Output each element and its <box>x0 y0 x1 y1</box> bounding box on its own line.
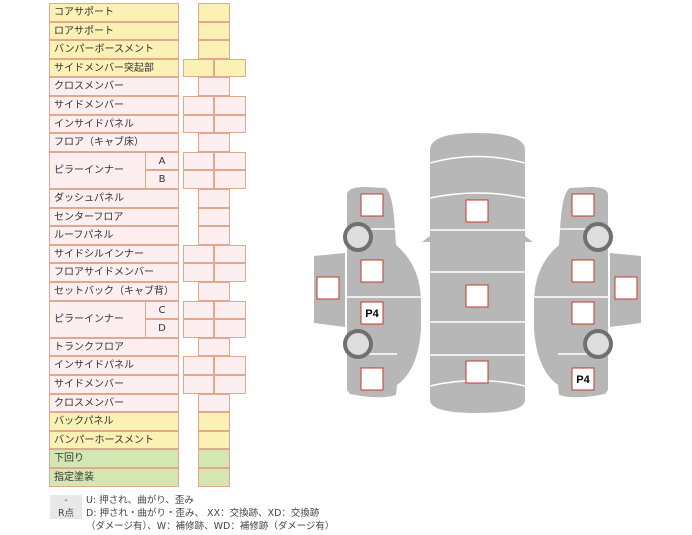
legend-item: （ダメージ有）、W：補修跡、WD：補修跡（ダメージ有） <box>50 518 334 532</box>
rating-cell[interactable] <box>214 356 246 375</box>
damage-mark[interactable] <box>465 360 489 384</box>
rating-cell[interactable] <box>183 114 214 134</box>
rating-cell[interactable] <box>214 114 246 134</box>
part-label: サイドメンバー突起部 <box>49 58 179 78</box>
damage-mark[interactable]: P4 <box>571 367 595 391</box>
rating-cell[interactable] <box>198 21 230 41</box>
part-label: バンパーボースメント <box>49 40 179 59</box>
part-label: トランクフロア <box>49 337 179 357</box>
part-label: セットバック（キャブ背） <box>49 282 179 301</box>
mark-label: P4 <box>576 374 590 386</box>
legend-key: R点 <box>50 505 82 519</box>
rating-cell[interactable] <box>214 263 246 282</box>
rating-cell[interactable] <box>214 58 246 78</box>
part-label: インサイドパネル <box>49 356 179 375</box>
wheels <box>343 222 613 359</box>
rating-cell[interactable] <box>214 151 246 171</box>
rating-cell[interactable] <box>183 356 214 375</box>
part-label: ルーフパネル <box>49 226 179 245</box>
pillar-sub-label: C <box>145 300 179 320</box>
legend-key: - <box>50 495 82 506</box>
part-label: ダッシュパネル <box>49 189 179 208</box>
wheel-icon <box>583 222 613 252</box>
rating-cell[interactable] <box>183 58 214 78</box>
damage-mark[interactable] <box>360 193 384 217</box>
part-label: バンパーホースメント <box>49 430 179 450</box>
rating-cell[interactable] <box>198 226 230 245</box>
rating-cell[interactable] <box>183 170 214 189</box>
rating-cell[interactable] <box>183 300 214 320</box>
damage-mark[interactable] <box>571 259 595 283</box>
part-label: 下回り <box>49 449 179 468</box>
rating-cell[interactable] <box>198 3 230 22</box>
damage-mark[interactable] <box>571 301 595 325</box>
legend-text: U: 押され、曲がり、歪み <box>86 495 194 506</box>
rating-cell[interactable] <box>214 319 246 338</box>
part-label: 指定塗装 <box>49 468 179 487</box>
part-label: サイドシルインナー <box>49 244 179 264</box>
part-label: センターフロア <box>49 207 179 227</box>
rating-cell[interactable] <box>198 40 230 59</box>
damage-mark[interactable] <box>465 199 489 223</box>
damage-mark[interactable] <box>614 276 638 300</box>
rating-cell[interactable] <box>183 244 214 264</box>
car-top-view <box>430 133 525 413</box>
rating-cell[interactable] <box>198 207 230 227</box>
rating-cell[interactable] <box>183 375 214 394</box>
damage-mark[interactable] <box>360 367 384 391</box>
rating-cell[interactable] <box>183 151 214 171</box>
rating-cell[interactable] <box>214 96 246 115</box>
legend-text: （ダメージ有）、W：補修跡、WD：補修跡（ダメージ有） <box>86 521 335 532</box>
rating-cell[interactable] <box>198 393 230 413</box>
damage-mark[interactable] <box>465 284 489 308</box>
mark-label: P4 <box>365 308 379 320</box>
damage-mark[interactable] <box>360 259 384 283</box>
rating-cell[interactable] <box>214 300 246 320</box>
legend-text: D: 押され・曲がり・歪み、 XX：交換跡、XD：交換跡 <box>86 508 320 519</box>
rating-cell[interactable] <box>198 449 230 468</box>
pillar-sub-label: A <box>145 151 179 171</box>
left-side-view <box>347 187 421 398</box>
part-label: コアサポート <box>49 3 179 22</box>
pillar-sub-label: D <box>145 319 179 338</box>
legend-item: R点 D: 押され・曲がり・歪み、 XX：交換跡、XD：交換跡 <box>50 505 319 519</box>
rating-cell[interactable] <box>214 244 246 264</box>
part-label: フロアサイドメンバー <box>49 263 179 282</box>
rating-cell[interactable] <box>198 430 230 450</box>
part-label: バックパネル <box>49 412 179 431</box>
rating-cell[interactable] <box>198 412 230 431</box>
part-label: フロア（キャブ床） <box>49 133 179 152</box>
part-label: ロアサポート <box>49 21 179 41</box>
rating-cell[interactable] <box>183 263 214 282</box>
part-label: クロスメンバー <box>49 77 179 96</box>
wheel-icon <box>343 329 373 359</box>
damage-mark[interactable]: P4 <box>360 301 384 325</box>
part-label: サイドメンバー <box>49 96 179 115</box>
wheel-icon <box>343 222 373 252</box>
rating-cell[interactable] <box>198 337 230 357</box>
rating-cell[interactable] <box>198 282 230 301</box>
rating-cell[interactable] <box>198 189 230 208</box>
rating-cell[interactable] <box>198 77 230 96</box>
damage-mark[interactable] <box>571 193 595 217</box>
legend-item: - U: 押され、曲がり、歪み <box>50 492 194 506</box>
rating-cell[interactable] <box>214 170 246 189</box>
part-label: インサイドパネル <box>49 114 179 134</box>
wheel-icon <box>583 329 613 359</box>
pillar-sub-label: B <box>145 170 179 189</box>
rating-cell[interactable] <box>214 375 246 394</box>
rating-cell[interactable] <box>198 468 230 487</box>
part-label: クロスメンバー <box>49 393 179 413</box>
rating-cell[interactable] <box>183 319 214 338</box>
right-side-view <box>534 187 608 398</box>
rating-cell[interactable] <box>198 133 230 152</box>
rating-cell[interactable] <box>183 96 214 115</box>
damage-mark[interactable] <box>316 276 340 300</box>
part-label: サイドメンバー <box>49 375 179 394</box>
